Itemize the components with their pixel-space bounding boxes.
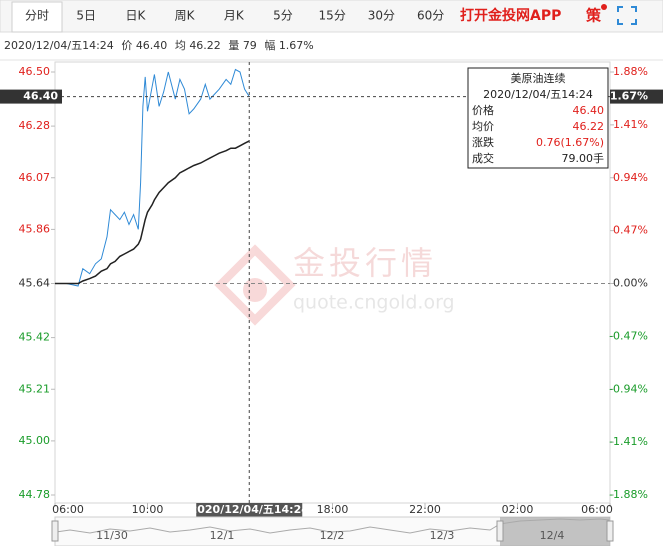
notice-dot [601,4,607,10]
tab[interactable]: 分时 [25,9,49,23]
tabs: 分时 5日 日K 周K 月K 5分 15分 30分 60分 [25,9,444,23]
tooltip-value: 0.76(1.67%) [536,136,604,149]
fullscreen-icon[interactable] [617,6,637,25]
series-line [55,68,250,287]
info-value: 1.67% [279,39,314,52]
navigator-window[interactable] [500,517,610,546]
tab[interactable]: 月K [224,9,245,23]
navigator-labels: 11/30 12/1 12/2 12/3 12/4 [96,529,564,542]
info-time: 2020/12/04/五14:24 [4,39,114,52]
app-link[interactable]: 打开金投网APP [460,7,561,24]
info-value: 46.40 [136,39,168,52]
x-tick-label: 10:00 [132,503,164,516]
info-value: 79 [243,39,257,52]
y2-tick-label: -0.47% [609,329,648,342]
tab[interactable]: 15分 [319,9,346,23]
tab-bar [0,0,663,33]
navigator-line [55,518,610,534]
watermark: 金投行情 quote.cngold.org [214,244,455,326]
navigator-label: 12/2 [320,529,345,542]
tooltip-value: 79.00手 [562,151,605,165]
x-tick-label: 02:00 [502,503,534,516]
y-tick-label: 46.50 [19,65,51,78]
tooltip-title: 美原油连续 [511,71,566,85]
tooltip-label: 均价 [472,120,494,133]
crosshair-x-box [196,503,303,517]
y2-tick-label: -0.94% [609,382,648,395]
tab[interactable]: 30分 [368,9,395,23]
y2-tick-label: 1.41% [613,118,648,131]
tooltip-value: 46.40 [573,104,605,117]
navigator-label: 12/4 [540,529,565,542]
navigator-label: 12/1 [210,529,235,542]
y-tick-label: 46.28 [19,119,51,132]
info-label: 均 [175,39,186,52]
tab[interactable]: 5日 [76,9,96,23]
navigator-handle[interactable] [496,520,504,542]
navigator-label: 11/30 [96,529,128,542]
y-tick-label: 46.07 [19,171,51,184]
y2-tick-label: 0.47% [613,224,648,237]
crosshair-y-box [0,89,62,104]
info-line: 2020/12/04/五14:24 价 46.40 均 46.22 量 79 幅… [4,39,314,52]
crosshair-y-label: 46.40 [23,90,58,103]
tab[interactable]: 5分 [273,9,293,23]
crosshair-x-label: 2020/12/04/五14:24 [190,503,310,516]
policy-button[interactable]: 策 [585,7,602,25]
tooltip-label: 价格 [472,103,494,117]
tooltip-box [467,67,609,169]
series-line [55,140,250,285]
x-tick-label: 22:00 [409,503,441,516]
y-tick-label: 45.21 [19,382,51,395]
y2-tick-label: 0.00% [613,277,648,290]
x-tick-label: 18:00 [317,503,349,516]
y-tick-label: 45.86 [19,222,51,235]
y-tick-label: 45.42 [19,331,51,344]
navigator-handle[interactable] [606,520,614,542]
tooltip-label: 涨跌 [472,135,494,149]
tab[interactable]: 周K [175,9,196,23]
watermark-logo [214,244,296,326]
y-tick-label: 45.00 [19,434,51,447]
navigator-handle[interactable] [51,520,59,542]
y2-tick-label: -1.88% [609,488,648,501]
tooltip-time: 2020/12/04/五14:24 [483,88,593,101]
y-tick-label: 45.64 [19,277,51,290]
tooltip-label: 成交 [472,151,494,165]
info-label: 幅 [264,39,275,52]
tooltip-value: 46.22 [573,120,605,133]
info-label: 量 [228,39,239,52]
tooltip: 美原油连续 2020/12/04/五14:24 价格 46.40 均价 46.22 涨跌… [467,67,609,169]
plot: 46.50 46.28 46.07 45.86 45.64 45.42 45.21 45.00… [0,62,663,517]
navigator-label: 12/3 [430,529,455,542]
crosshair-y2-box [610,89,663,104]
crosshair-y2-label: 1.67% [610,90,648,103]
watermark-name: 金投行情 [293,244,437,282]
x-tick-label: 06:00 [52,503,84,516]
tab[interactable]: 60分 [417,9,444,23]
info-label: 价 [121,39,132,52]
x-tick-label: 06:00 [581,503,613,516]
y-tick-label: 44.78 [19,488,51,501]
y2-tick-label: 0.94% [613,171,648,184]
y2-tick-label: -1.41% [609,435,648,448]
tab-selected [11,1,63,33]
y2-tick-label: 1.88% [613,65,648,78]
watermark-logo [243,278,267,302]
watermark-url: quote.cngold.org [293,292,455,314]
tab[interactable]: 日K [125,9,146,23]
info-value: 46.22 [189,39,221,52]
